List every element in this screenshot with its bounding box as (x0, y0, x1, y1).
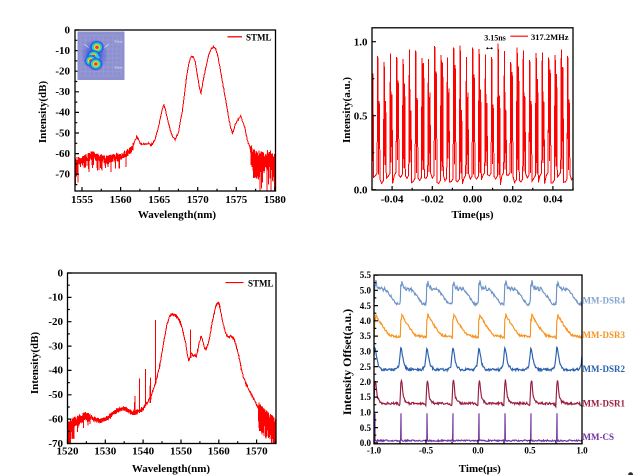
svg-text:1560: 1560 (208, 446, 231, 458)
svg-text:2.5: 2.5 (360, 362, 372, 372)
svg-text:-0.5: -0.5 (419, 446, 434, 456)
svg-text:3.0: 3.0 (360, 347, 372, 357)
svg-text:1.0: 1.0 (360, 408, 372, 418)
svg-text:-10: -10 (48, 292, 63, 304)
svg-text:Intensity(a.u.): Intensity(a.u.) (341, 77, 353, 143)
svg-text:0.0: 0.0 (360, 438, 372, 448)
svg-text:2.0: 2.0 (360, 377, 372, 387)
svg-text:3.5: 3.5 (360, 331, 372, 341)
svg-text:500μm: 500μm (114, 66, 123, 70)
svg-text:Wavelength(nm): Wavelength(nm) (138, 209, 217, 221)
svg-text:STML: STML (248, 279, 274, 289)
svg-text:-0.02: -0.02 (421, 194, 444, 206)
svg-text:Wavelength(nm): Wavelength(nm) (132, 463, 211, 475)
svg-text:4.0: 4.0 (360, 316, 372, 326)
svg-text:0.5: 0.5 (524, 446, 536, 456)
svg-text:-30: -30 (48, 340, 63, 352)
svg-text:Time(μs): Time(μs) (459, 463, 501, 475)
svg-text:MM-DSR2: MM-DSR2 (583, 364, 626, 374)
svg-text:1.0: 1.0 (576, 446, 588, 456)
svg-text:1530: 1530 (94, 446, 117, 458)
svg-text:0.02: 0.02 (503, 194, 523, 206)
svg-text:Intensity Offset(a.u.): Intensity Offset(a.u.) (340, 309, 354, 415)
svg-text:1.0: 1.0 (354, 37, 368, 49)
svg-text:1570: 1570 (246, 446, 269, 458)
svg-text:-10: -10 (55, 45, 70, 57)
svg-text:-70: -70 (48, 438, 63, 450)
svg-text:1540: 1540 (132, 446, 155, 458)
svg-text:-60: -60 (48, 413, 63, 425)
svg-text:-50: -50 (48, 389, 63, 401)
svg-text:-20: -20 (48, 316, 63, 328)
svg-text:MM-DSR1: MM-DSR1 (583, 399, 626, 409)
svg-text:-70: -70 (55, 169, 70, 181)
svg-text:-1.0: -1.0 (367, 446, 382, 456)
svg-text:1550: 1550 (170, 446, 193, 458)
svg-text:317.2MHz: 317.2MHz (531, 32, 569, 42)
svg-text:-60: -60 (55, 148, 70, 160)
svg-text:4.5: 4.5 (360, 301, 372, 311)
svg-text:Intensity(dB): Intensity(dB) (37, 80, 49, 143)
svg-text:0.04: 0.04 (543, 194, 563, 206)
svg-text:STML: STML (246, 32, 272, 42)
svg-text:0.0: 0.0 (354, 185, 368, 197)
svg-text:-50: -50 (55, 127, 70, 139)
svg-text:1565: 1565 (148, 194, 171, 206)
svg-text:MM-CS: MM-CS (583, 432, 615, 442)
svg-text:1580: 1580 (264, 194, 287, 206)
svg-text:Intensity(dB): Intensity(dB) (29, 331, 41, 394)
svg-text:0.5: 0.5 (354, 111, 368, 123)
svg-text:-30: -30 (55, 86, 70, 98)
svg-text:Time(μs): Time(μs) (451, 209, 493, 221)
svg-text:1520: 1520 (57, 446, 80, 458)
svg-text:MM-DSR4: MM-DSR4 (583, 296, 626, 306)
svg-text:500μm: 500μm (114, 40, 123, 44)
svg-text:-40: -40 (48, 365, 63, 377)
svg-text:1560: 1560 (110, 194, 133, 206)
svg-text:-20: -20 (55, 66, 70, 78)
svg-text:5.0: 5.0 (360, 286, 372, 296)
svg-text:0.00: 0.00 (463, 194, 483, 206)
svg-text:0: 0 (65, 24, 71, 36)
svg-text:1.5: 1.5 (360, 392, 372, 402)
svg-text:-0.04: -0.04 (381, 194, 404, 206)
svg-text:1575: 1575 (225, 194, 248, 206)
svg-text:0.0: 0.0 (472, 446, 484, 456)
svg-text:0: 0 (58, 267, 64, 279)
svg-text:1555: 1555 (71, 194, 94, 206)
svg-text:5.5: 5.5 (360, 270, 372, 280)
svg-text:-40: -40 (55, 107, 70, 119)
svg-text:MM-DSR3: MM-DSR3 (583, 330, 626, 340)
svg-text:1570: 1570 (187, 194, 210, 206)
svg-text:3.15ns: 3.15ns (484, 34, 506, 43)
svg-text:0.5: 0.5 (360, 423, 372, 433)
